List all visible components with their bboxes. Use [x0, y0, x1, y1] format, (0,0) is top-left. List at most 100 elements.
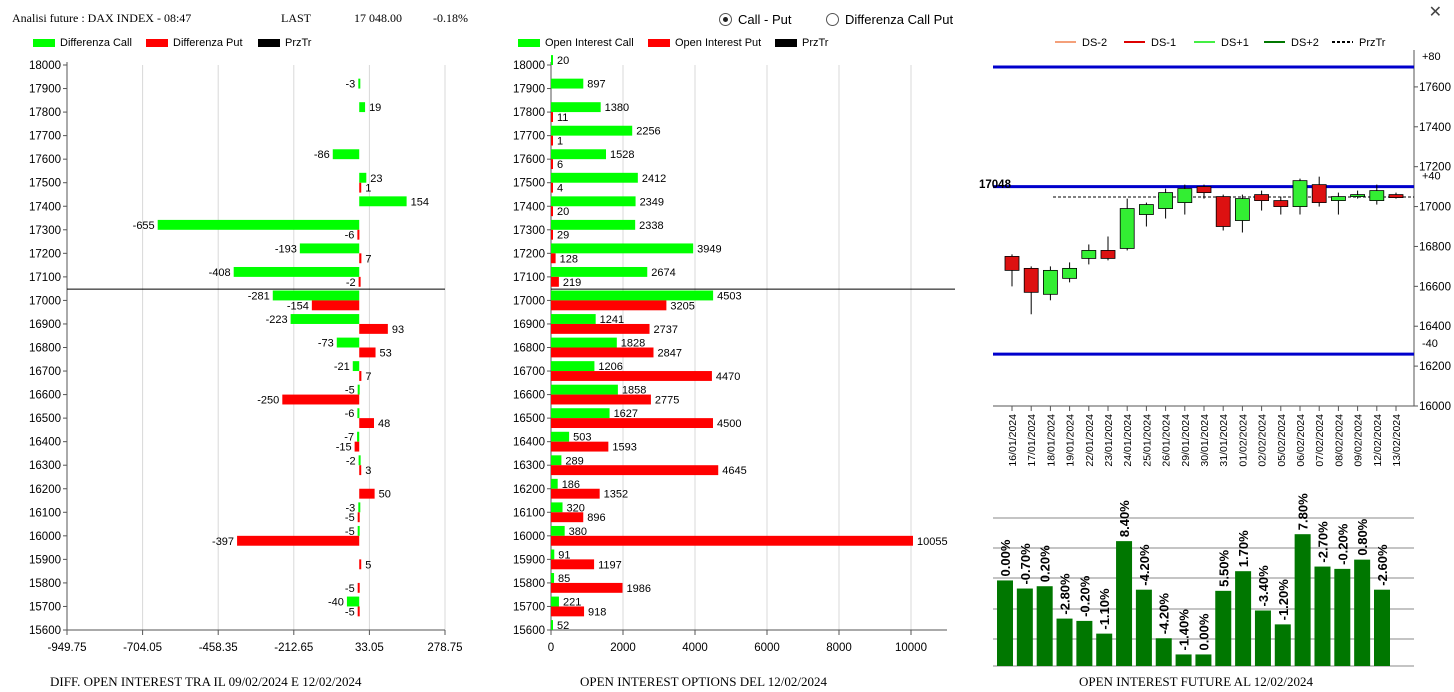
y-tick-label: 17200 [513, 248, 545, 260]
data-label: -0.70% [1018, 543, 1033, 585]
y-tick-label: 16000 [513, 531, 545, 543]
data-label: 1 [557, 136, 563, 148]
data-label: 0.20% [1038, 545, 1053, 582]
y-tick-label: 17200 [29, 248, 61, 260]
legend-label: PrzTr [285, 37, 312, 49]
y-tick-label: 17600 [29, 154, 61, 166]
put-bar [357, 582, 360, 593]
data-label: -6 [345, 408, 355, 420]
future-bar [1254, 610, 1271, 666]
y-tick-label: 17000 [29, 295, 61, 307]
radio-diff-call-put-indicator[interactable] [826, 13, 839, 26]
candle-down [1100, 250, 1116, 259]
data-label: 5 [365, 559, 371, 571]
data-label: -5 [345, 606, 355, 618]
call-bar [551, 102, 601, 113]
y-tick-label: 16600 [1419, 281, 1451, 293]
data-label: 1986 [626, 583, 650, 595]
band-label: +80 [1422, 51, 1441, 63]
x-tick-label: 16/01/2024 [1007, 414, 1019, 467]
data-label: 11 [557, 112, 568, 124]
call-bar [332, 149, 360, 160]
y-tick-label: 16300 [29, 460, 61, 472]
data-label: 897 [587, 79, 605, 91]
call-bar [551, 384, 618, 395]
data-label: 91 [558, 549, 570, 561]
put-bar [551, 512, 584, 523]
call-bar [551, 573, 555, 583]
y-tick-label: 16600 [513, 390, 545, 402]
future-bar [1294, 534, 1311, 666]
future-bar [1096, 633, 1113, 666]
put-bar [354, 441, 360, 452]
data-label: 154 [411, 196, 429, 208]
caption-oi-options: OPEN INTEREST OPTIONS DEL 12/02/2024 [580, 674, 827, 689]
data-label: 5.50% [1216, 550, 1231, 587]
call-bar [359, 172, 367, 183]
candle-up [1331, 196, 1346, 201]
data-label: 3949 [697, 243, 721, 255]
x-tick-label: 6000 [754, 642, 780, 654]
data-label: -281 [248, 290, 270, 302]
put-bar [551, 371, 712, 381]
x-tick-label: 05/02/2024 [1276, 414, 1288, 467]
x-tick-label: 17/01/2024 [1026, 414, 1038, 467]
data-label: 48 [378, 418, 390, 430]
radio-call-put[interactable]: Call - Put [719, 12, 791, 27]
last-value: 17 048.00 [354, 11, 402, 25]
y-tick-label: 16900 [29, 319, 61, 331]
x-tick-label: 01/02/2024 [1237, 414, 1249, 467]
call-bar [551, 196, 636, 207]
future-bar [1374, 589, 1390, 666]
data-label: -655 [133, 220, 155, 232]
put-bar [357, 606, 360, 617]
legend-swatch [648, 39, 670, 47]
put-bar [551, 488, 600, 499]
legend-label: PrzTr [1359, 37, 1386, 49]
future-bar [1334, 568, 1351, 666]
x-tick-label: 13/02/2024 [1391, 414, 1403, 467]
x-tick-label: 25/01/2024 [1141, 414, 1153, 467]
data-label: 4500 [717, 418, 741, 430]
put-bar [551, 276, 559, 287]
data-label: 1593 [612, 442, 636, 454]
data-label: -6 [345, 230, 355, 242]
data-label: -86 [314, 149, 330, 161]
radio-diff-call-put[interactable]: Differenza Call Put [826, 12, 953, 27]
call-bar [551, 337, 617, 348]
data-label: 10055 [917, 536, 948, 548]
data-label: -5 [345, 385, 355, 397]
y-tick-label: 17800 [513, 107, 545, 119]
band-label: +40 [1422, 171, 1441, 183]
data-label: -7 [344, 432, 354, 444]
call-bar [357, 384, 360, 395]
data-label: -408 [209, 267, 231, 279]
data-label: 7 [365, 253, 371, 265]
y-tick-label: 16800 [29, 343, 61, 355]
y-tick-label: 15600 [29, 625, 61, 637]
put-bar [358, 276, 361, 287]
y-tick-label: 16800 [513, 343, 545, 355]
y-tick-label: 15800 [29, 578, 61, 590]
call-bar [551, 266, 648, 277]
close-icon[interactable]: ✕ [1428, 4, 1442, 21]
put-bar [551, 300, 667, 311]
x-tick-label: 2000 [610, 642, 636, 654]
y-tick-label: 17200 [1419, 162, 1451, 174]
candle-down [1215, 196, 1231, 227]
call-bar [551, 149, 607, 160]
y-tick-label: 18000 [513, 60, 545, 72]
data-label: 93 [392, 324, 404, 336]
caption-oi-future: OPEN INTEREST FUTURE AL 12/02/2024 [1079, 674, 1314, 689]
call-bar [290, 314, 360, 324]
future-bar [1274, 624, 1291, 666]
future-bar [1016, 588, 1033, 666]
radio-call-put-indicator[interactable] [719, 13, 732, 26]
x-tick-label: 07/02/2024 [1314, 414, 1326, 467]
data-label: -2.80% [1058, 573, 1073, 615]
put-bar [359, 465, 362, 476]
x-tick-label: 0 [548, 642, 554, 654]
candle-down [1196, 186, 1212, 194]
data-label: 2256 [636, 126, 660, 138]
data-label: -223 [266, 314, 288, 326]
